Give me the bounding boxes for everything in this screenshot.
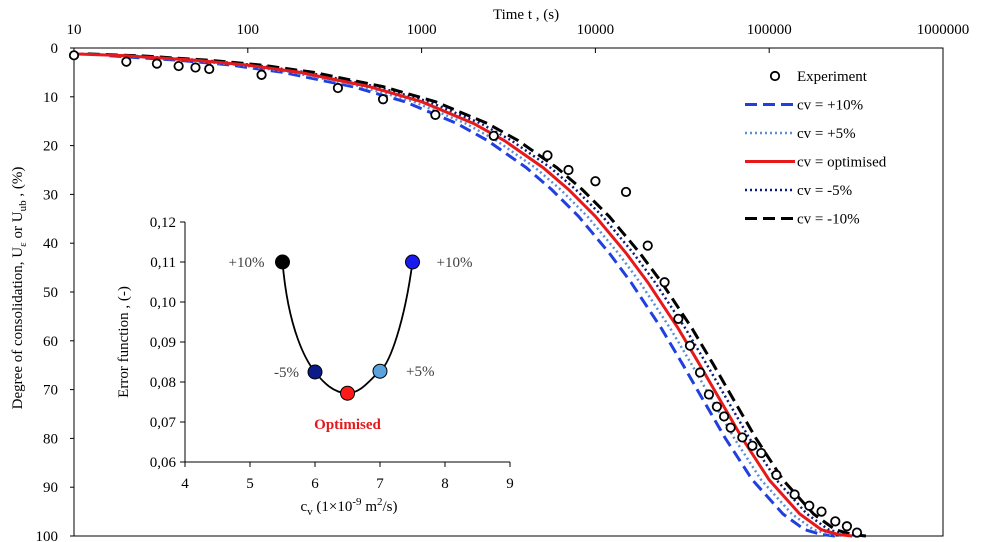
inset-y-tick-label: 0,11: [150, 255, 176, 271]
inset-point-label-4: +10%: [437, 255, 473, 271]
experiment-point: [841, 521, 853, 532]
experiment-point: [737, 432, 748, 443]
y-tick-label: 50: [43, 285, 58, 301]
x-tick-label: 100: [237, 22, 260, 38]
inset-y-tick-label: 0,12: [150, 215, 176, 231]
legend-label-1: cv = +5%: [797, 126, 856, 142]
y-tick-label: 40: [43, 236, 58, 252]
inset-y-axis-title: Error function , (-): [116, 286, 132, 398]
inset-point-2: [340, 385, 355, 401]
legend-marker-experiment: [769, 70, 781, 82]
experiment-point: [756, 447, 767, 459]
inset-background: [135, 212, 535, 517]
experiment-point: [718, 411, 730, 422]
x-tick-label: 10000: [577, 22, 615, 38]
legend-label-experiment: Experiment: [797, 69, 868, 85]
inset-point-label-2: Optimised: [314, 417, 381, 433]
x-tick-label: 1000000: [917, 22, 970, 38]
experiment-point: [377, 94, 389, 105]
legend-label-4: cv = -10%: [797, 212, 860, 228]
inset-x-axis-title: cv (1×10-9 m2/s): [301, 496, 398, 518]
inset-chart: 4 5 6 7 8 9 0,06 0,07 0,08 0,09 0,10 0,11 0,12 +10% -5…: [135, 212, 535, 517]
experiment-point: [711, 401, 722, 412]
inset-y-tick-label: 0,07: [150, 415, 177, 431]
experiment-point: [789, 489, 800, 500]
inset-point-label-1: -5%: [274, 365, 299, 381]
y-tick-label: 0: [51, 41, 59, 57]
y-tick-label: 10: [43, 90, 58, 106]
inset-x-tick-label: 6: [311, 476, 319, 492]
legend-label-3: cv = -5%: [797, 183, 852, 199]
experiment-point: [703, 389, 715, 400]
inset-point-0: [275, 254, 290, 270]
y-tick-label: 30: [43, 187, 58, 203]
experiment-point: [332, 82, 344, 94]
inset-x-tick-label: 5: [246, 476, 254, 492]
experiment-point: [620, 186, 632, 198]
legend-label-0: cv = +10%: [797, 98, 863, 114]
inset-point-4: [405, 254, 420, 270]
x-axis-title: Time t , (s): [493, 7, 559, 23]
experiment-point: [204, 63, 215, 75]
experiment-point: [488, 130, 499, 141]
y-tick-label: 80: [43, 431, 58, 447]
experiment-point: [804, 500, 815, 511]
legend: Experiment cv = +10% cv = +5% cv = optimise…: [745, 69, 887, 228]
inset-y-tick-label: 0,06: [150, 455, 177, 471]
inset-point-1: [307, 364, 323, 380]
experiment-point: [256, 69, 267, 80]
x-tick-label: 10: [67, 22, 82, 38]
experiment-point: [542, 150, 553, 161]
legend-label-2: cv = optimised: [797, 155, 887, 171]
inset-x-tick-label: 9: [506, 476, 514, 492]
inset-point-label-3: +5%: [406, 364, 434, 380]
experiment-point: [430, 109, 441, 120]
experiment-points: [68, 50, 863, 538]
y-axis-title: Degree of consolidation, Uε or Uub , (%): [10, 167, 29, 410]
experiment-point: [121, 56, 132, 67]
inset-y-tick-label: 0,09: [150, 335, 176, 351]
experiment-point: [694, 367, 706, 378]
experiment-point: [173, 60, 184, 72]
inset-point-label-0: +10%: [229, 255, 265, 271]
experiment-point: [563, 164, 574, 176]
inset-x-tick-label: 4: [181, 476, 189, 492]
experiment-point: [68, 50, 80, 61]
experiment-point: [747, 440, 758, 451]
inset-x-tick-label: 7: [376, 476, 384, 492]
experiment-point: [816, 506, 827, 517]
series-line-2: [73, 52, 853, 538]
y-tick-label: 20: [43, 139, 58, 155]
experiment-point: [642, 240, 653, 251]
y-tick-label: 90: [43, 480, 58, 496]
experiment-point: [590, 176, 601, 187]
experiment-point: [190, 62, 201, 73]
experiment-point: [673, 313, 684, 324]
main-ticks: 10 100 1000 10000 100000 10000000102030405060…: [36, 22, 970, 542]
experiment-point: [151, 58, 163, 69]
x-tick-label: 1000: [407, 22, 437, 38]
inset-x-tick-label: 8: [441, 476, 449, 492]
experiment-point: [659, 277, 670, 288]
experiment-point: [851, 527, 863, 538]
inset-y-tick-label: 0,08: [150, 375, 176, 391]
x-tick-label: 100000: [747, 22, 792, 38]
inset-y-tick-label: 0,10: [150, 295, 176, 311]
series-line-0: [109, 54, 836, 538]
experiment-point: [771, 469, 782, 481]
y-tick-label: 70: [43, 383, 58, 399]
y-tick-label: 60: [43, 334, 58, 350]
y-tick-label: 100: [36, 529, 59, 542]
inset-point-3: [372, 363, 388, 379]
experiment-point: [830, 516, 841, 527]
experiment-point: [725, 422, 736, 433]
experiment-point: [684, 340, 696, 351]
